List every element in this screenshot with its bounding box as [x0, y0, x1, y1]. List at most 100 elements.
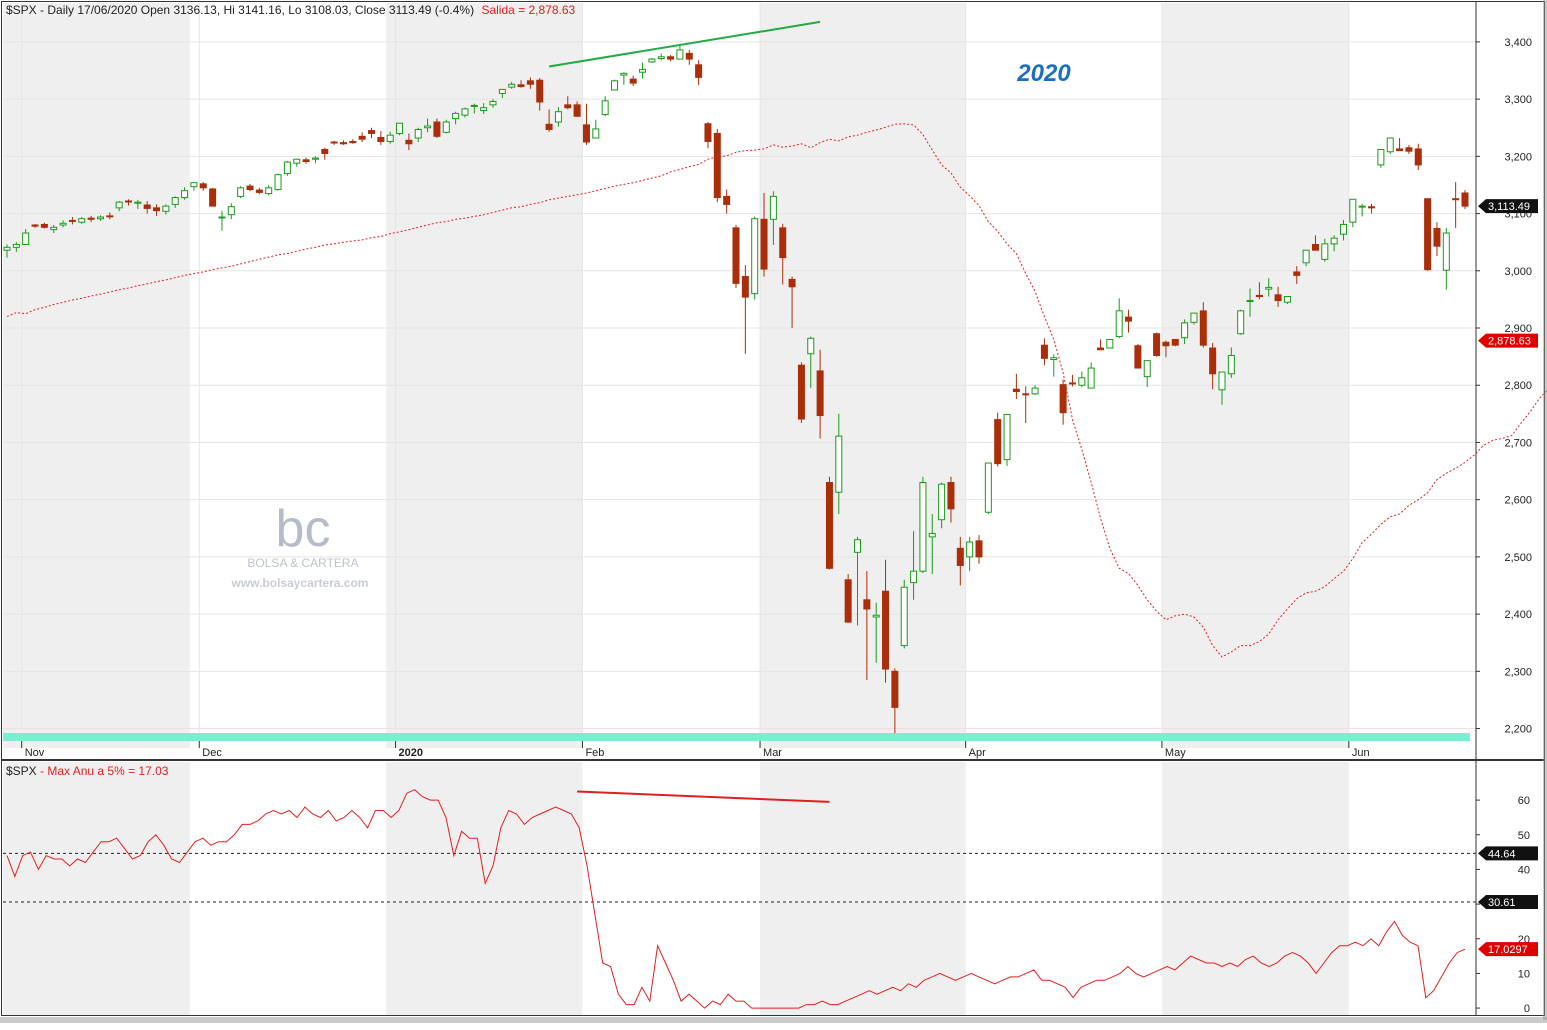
candle-body	[302, 159, 310, 162]
candle	[1368, 203, 1376, 214]
candle	[741, 265, 749, 354]
candle-body	[863, 599, 871, 610]
candle	[1115, 298, 1123, 339]
candle	[1143, 360, 1151, 387]
candle-body	[311, 157, 319, 160]
candle	[87, 215, 95, 223]
candle	[751, 216, 759, 300]
candle	[1237, 309, 1245, 335]
candle	[162, 204, 170, 215]
candle	[368, 127, 375, 139]
candle-body	[190, 182, 198, 188]
candle	[461, 107, 469, 118]
candle	[1040, 338, 1048, 366]
candle-body	[1386, 137, 1394, 153]
candle	[199, 182, 207, 191]
candle-body	[984, 462, 992, 513]
candle	[1274, 286, 1282, 307]
candle	[882, 559, 890, 683]
trendline-lower	[577, 790, 830, 803]
x-tick-label: May	[1165, 747, 1186, 759]
candle	[854, 536, 861, 626]
reference-tag-lower-bg	[1478, 894, 1538, 909]
candle-body	[1068, 382, 1076, 385]
candle	[816, 349, 824, 439]
candle-body	[68, 219, 76, 222]
candle	[928, 513, 936, 575]
candle-body	[143, 204, 151, 209]
candle	[68, 217, 76, 225]
y-tick-label: 3,400	[1504, 37, 1532, 49]
candle-body	[564, 104, 572, 109]
candle-body	[526, 80, 534, 85]
candle-body	[1078, 377, 1086, 386]
candle	[1097, 339, 1104, 351]
candle	[1153, 332, 1161, 357]
candle	[143, 200, 151, 214]
candle	[31, 223, 39, 228]
x-tick-label: Dec	[202, 747, 222, 759]
candle-body	[470, 104, 478, 107]
candle-body	[1424, 198, 1432, 271]
watermark-url: www.bolsaycartera.com	[231, 576, 369, 590]
watermark: bc BOLSA & CARTERA www.bolsaycartera.com	[231, 500, 369, 590]
candle	[1349, 198, 1357, 228]
candle-body	[872, 614, 880, 618]
candle-body	[751, 218, 759, 295]
price-tag-bg	[1478, 199, 1538, 214]
candle	[181, 187, 189, 200]
reference-tag-lower-label: 30.61	[1488, 897, 1516, 909]
upper-legend-main: $SPX - Daily 17/06/2020 Open 3136.13, Hi…	[6, 3, 474, 17]
candle-body	[975, 540, 983, 558]
salida-tag: 2,878.63	[1478, 333, 1538, 348]
indicator-tag: 17.0297	[1478, 942, 1538, 957]
candle-body	[882, 590, 890, 670]
candle	[517, 80, 525, 88]
candle	[3, 244, 11, 258]
candle-body	[59, 222, 67, 226]
candle-body	[928, 532, 936, 538]
candle	[1134, 344, 1142, 369]
candle	[769, 191, 777, 246]
y-tick-label: 2,800	[1504, 380, 1532, 392]
candle-body	[713, 132, 721, 199]
candle	[1012, 373, 1020, 399]
candle-body	[377, 136, 385, 142]
candle	[1181, 319, 1189, 345]
candle-body	[1302, 249, 1310, 264]
candle-body	[1134, 345, 1142, 369]
candle	[115, 200, 123, 212]
candle-body	[966, 541, 974, 558]
candle	[1106, 338, 1114, 349]
candle	[283, 160, 291, 176]
candle-body	[78, 218, 86, 223]
candle-body	[723, 195, 731, 205]
lower-legend-main: $SPX	[6, 764, 37, 778]
salida-tag-bg	[1478, 333, 1538, 348]
candle-body	[330, 141, 338, 144]
candle-body	[1218, 371, 1226, 391]
candle-body	[498, 88, 506, 94]
y-tick-label: 0	[1524, 1003, 1530, 1015]
candle-body	[1143, 360, 1151, 378]
candle	[975, 535, 983, 564]
candle-body	[134, 201, 142, 204]
candle-body	[1199, 310, 1207, 346]
candle	[536, 77, 544, 111]
month-shading	[1161, 762, 1349, 1015]
candle-body	[1349, 198, 1357, 223]
candle	[424, 118, 432, 133]
candle	[237, 186, 245, 199]
candle	[480, 103, 488, 115]
candle-body	[40, 223, 48, 228]
candle	[695, 60, 703, 85]
candle	[601, 96, 609, 117]
candle-body	[545, 123, 553, 130]
candle-body	[153, 207, 161, 212]
candle	[396, 122, 404, 136]
y-tick-label: 2,600	[1504, 495, 1532, 507]
candle	[1022, 386, 1030, 423]
candle-body	[807, 337, 815, 355]
candle-body	[115, 201, 123, 209]
reference-tag-upper: 44.64	[1478, 846, 1538, 861]
